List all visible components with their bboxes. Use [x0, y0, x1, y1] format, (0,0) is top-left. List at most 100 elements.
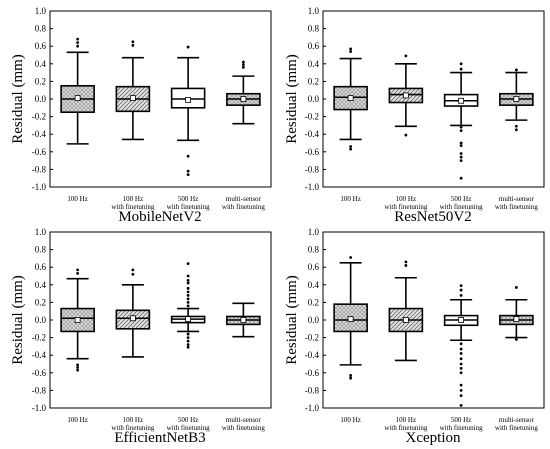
box-outlier	[131, 43, 135, 47]
box-outlier	[349, 50, 353, 53]
y-tick-label: -0.2	[305, 333, 319, 343]
box-mean-marker	[402, 317, 409, 323]
box-outlier	[186, 281, 190, 285]
box-outlier	[76, 271, 80, 275]
box-group	[60, 262, 261, 372]
y-tick-label: -1.0	[305, 182, 320, 192]
box-outlier	[241, 60, 245, 64]
box-mean-marker	[513, 96, 520, 102]
y-tick-label: -0.8	[305, 385, 320, 395]
box-outlier	[186, 279, 190, 282]
box-outlier	[131, 268, 135, 272]
y-tick-label: 0.4	[35, 59, 47, 69]
category-label-line1: multi-sensor	[226, 416, 262, 424]
category-label-line1: 100 Hz	[396, 416, 416, 424]
y-tick-label: 0.6	[35, 41, 47, 51]
box-outlier	[459, 347, 463, 351]
y-tick-label: 0.0	[308, 315, 320, 325]
box-outlier	[131, 40, 135, 44]
y-tick-label: 0.2	[35, 76, 46, 86]
y-tick-label: 1.0	[35, 227, 47, 237]
category-label-line2: with finetuning	[167, 203, 210, 211]
box-outlier	[404, 133, 408, 137]
box-outlier	[459, 141, 463, 145]
y-axis-ticks: -1.0 -0.8 -0.6 -0.4 -0.2 0.0 0.2 0.4 0.6 0.8 1.0	[305, 227, 326, 413]
y-tick-label: 0.6	[35, 262, 47, 272]
box-mean-marker	[185, 316, 192, 323]
category-label-line1: 500 Hz	[451, 416, 471, 424]
box-outlier	[404, 54, 408, 58]
box-outlier	[459, 176, 463, 180]
box-outlier	[459, 129, 463, 133]
box-outlier	[459, 389, 463, 392]
category-label-line2: with finetuning	[111, 203, 154, 211]
y-tick-label: 0.2	[308, 76, 319, 86]
box-outlier	[76, 366, 80, 369]
box-outlier	[76, 37, 80, 41]
y-tick-label: 1.0	[35, 6, 47, 16]
box-outlier	[459, 403, 463, 407]
y-tick-label: 0.8	[308, 24, 320, 34]
category-label-line2: with finetuning	[495, 203, 538, 211]
category-label-line1: 500 Hz	[178, 416, 198, 424]
category-label-line1: multi-sensor	[226, 195, 262, 203]
box-outlier	[186, 339, 190, 343]
box-outlier	[459, 394, 463, 398]
y-tick-label: -0.8	[32, 385, 47, 395]
box-outlier	[186, 290, 190, 294]
box-mean-marker	[129, 315, 136, 322]
y-axis-label: Residual (mm)	[10, 54, 26, 144]
box-outlier	[459, 159, 463, 163]
y-tick-label: -1.0	[32, 182, 47, 192]
panel-xception: -1.0 -0.8 -0.6 -0.4 -0.2 0.0 0.2 0.4 0.6 0.8 1.0 R…	[284, 227, 545, 446]
box-outlier	[459, 152, 463, 155]
category-label-line2: with finetuning	[495, 424, 538, 432]
y-tick-label: -0.2	[32, 112, 46, 122]
box-outlier	[459, 284, 463, 288]
y-tick-label: 0.8	[35, 245, 47, 255]
y-tick-label: 0.6	[308, 262, 320, 272]
box-outlier	[459, 371, 463, 375]
box-outlier	[186, 293, 190, 297]
box-outlier	[349, 147, 353, 151]
category-label-line1: 100 Hz	[340, 195, 360, 203]
box-outlier	[459, 125, 463, 129]
box-outlier	[514, 124, 518, 128]
y-tick-label: -0.2	[305, 112, 319, 122]
y-tick-label: -0.4	[32, 129, 47, 139]
y-tick-label: -0.6	[305, 147, 320, 157]
box-group	[333, 47, 534, 180]
y-tick-label: 0.0	[35, 315, 47, 325]
chart-title: MobileNetV2	[118, 209, 201, 225]
y-tick-label: 0.8	[308, 245, 320, 255]
y-axis-label: Residual (mm)	[284, 275, 300, 365]
box-outlier	[404, 264, 408, 267]
box-outlier	[186, 345, 190, 349]
y-tick-label: -1.0	[305, 403, 320, 413]
box-mean-marker	[458, 317, 465, 323]
category-label-line1: 100 Hz	[67, 195, 87, 203]
box-outlier	[349, 374, 353, 377]
box-mean-marker	[458, 97, 465, 104]
y-tick-label: -0.6	[32, 368, 47, 378]
box-outlier	[514, 128, 518, 132]
category-label-line1: 100 Hz	[396, 195, 416, 203]
box-outlier	[186, 332, 190, 336]
category-label-line2: with finetuning	[440, 203, 483, 211]
box-outlier	[186, 304, 190, 308]
box-outlier	[459, 288, 463, 292]
box-outlier	[76, 363, 80, 367]
y-axis-label: Residual (mm)	[10, 275, 26, 365]
box-outlier	[459, 155, 463, 159]
category-label-line1: 100 Hz	[123, 416, 143, 424]
box-outlier	[349, 376, 353, 380]
box-mean-marker	[240, 96, 247, 102]
category-label-line1: 100 Hz	[123, 195, 143, 203]
y-tick-label: -0.4	[305, 129, 320, 139]
chart-title: EfficientNetB3	[114, 430, 205, 446]
box-outlier	[186, 286, 190, 290]
panel-efficientnetb3: -1.0 -0.8 -0.6 -0.4 -0.2 0.0 0.2 0.4 0.6 0.8 1.0 R…	[10, 227, 272, 446]
box-outlier	[186, 343, 190, 347]
box-mean-marker	[74, 317, 81, 323]
